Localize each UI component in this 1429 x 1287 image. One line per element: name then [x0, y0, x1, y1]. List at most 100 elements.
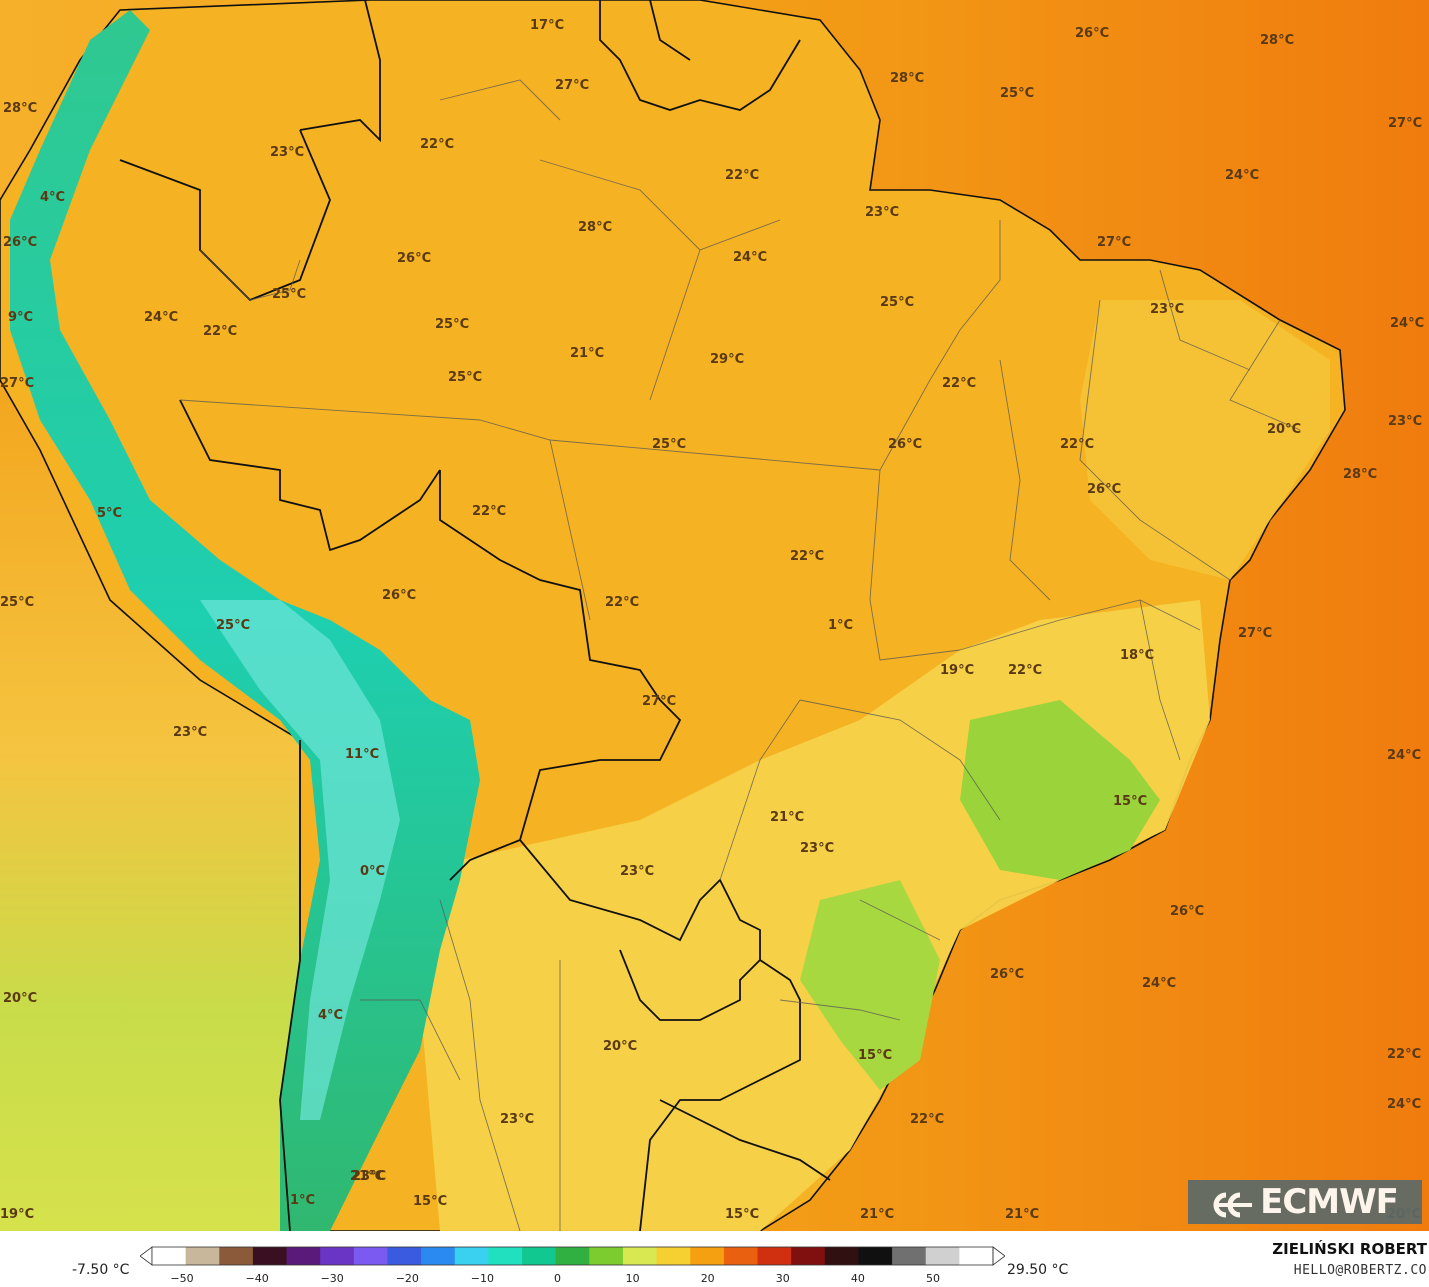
temperature-label: 24°C [144, 310, 178, 325]
temperature-label: 23°C [1150, 302, 1184, 317]
map-canvas: 17°C 27°C 28°C 28°C 25°C 26°C 27°C 28°C 22°C 23°C… [0, 0, 1429, 1231]
temperature-label: 21°C [860, 1207, 894, 1222]
legend-tick-label: 0 [554, 1272, 561, 1285]
temperature-label: 19°C [0, 1207, 34, 1222]
legend-color-swatch [320, 1247, 355, 1265]
temperature-map: 17°C 27°C 28°C 28°C 25°C 26°C 27°C 28°C 22°C 23°C… [0, 0, 1429, 1231]
temperature-label: 19°C [940, 663, 974, 678]
legend-tick-label: −40 [245, 1272, 269, 1285]
legend-tick-label: −10 [470, 1272, 494, 1285]
temperature-label: 15°C [413, 1194, 447, 1209]
temperature-label: 23°C [270, 145, 304, 160]
legend-color-swatch [791, 1247, 826, 1265]
temperature-label: 24°C [1387, 1097, 1421, 1112]
legend-color-swatch [219, 1247, 254, 1265]
temperature-label: 1°C [828, 618, 853, 633]
color-legend: -7.50 °C −50 −40 −30 −20 −10 0 10 20 30 40 50 29.5… [0, 1232, 1429, 1287]
temperature-label: 23°C [1388, 414, 1422, 429]
temperature-label: 22°C [1387, 1047, 1421, 1062]
temperature-label: 26°C [1087, 482, 1121, 497]
legend-color-swatch [723, 1247, 759, 1265]
temperature-label: 23°C [800, 841, 834, 856]
south-cool-zone [800, 880, 940, 1090]
temperature-label: 4°C [40, 190, 65, 205]
ecmwf-logo-text: ECMWF [1260, 1182, 1399, 1222]
temperature-label: 22°C [910, 1112, 944, 1127]
temperature-label: 5°C [97, 506, 122, 521]
legend-color-swatch [555, 1247, 590, 1265]
temperature-label: 23°C [500, 1112, 534, 1127]
temperature-label: 26°C [382, 588, 416, 603]
state-borders [179, 79, 1301, 1231]
temperature-label: 27°C [0, 376, 34, 391]
temperature-label: 28°C [578, 220, 612, 235]
temperature-label: 25°C [0, 595, 34, 610]
author-name: ZIELIŃSKI ROBERT [1272, 1240, 1427, 1258]
temperature-label: 15°C [858, 1048, 892, 1063]
legend-arrow-left [140, 1246, 153, 1266]
temperature-label: 25°C [272, 287, 306, 302]
author-email: HELLO@ROBERTZ.CO [1293, 1263, 1427, 1278]
temperature-label: 22°C [203, 324, 237, 339]
legend-color-swatch [252, 1247, 288, 1265]
temperature-label: 22°C [1060, 437, 1094, 452]
northeast-mild-zone [1080, 300, 1330, 580]
temperature-label: 20°C [3, 991, 37, 1006]
legend-min-label: -7.50 °C [72, 1262, 130, 1278]
temperature-label: 24°C [1390, 316, 1424, 331]
temperature-label: 28°C [1260, 33, 1294, 48]
legend-color-swatch [656, 1247, 691, 1265]
legend-color-swatch [185, 1247, 220, 1265]
temperature-label: 26°C [1170, 904, 1204, 919]
legend-color-swatch [589, 1247, 624, 1265]
temperature-label: 27°C [555, 78, 589, 93]
legend-color-swatch [824, 1247, 859, 1265]
temperature-label: 22°C [942, 376, 976, 391]
temperature-label: 11°C [345, 747, 379, 762]
temperature-label: 21°C [770, 810, 804, 825]
temperature-label: 23°C [620, 864, 654, 879]
legend-color-swatch [152, 1247, 187, 1265]
temperature-label: 25°C [880, 295, 914, 310]
legend-color-swatch [353, 1247, 388, 1265]
temperature-label: 22°C [605, 595, 639, 610]
legend-color-swatch [622, 1247, 658, 1265]
temperature-label: 25°C [216, 618, 250, 633]
temperature-label: 27°C [642, 694, 676, 709]
legend-color-swatch [522, 1247, 557, 1265]
legend-tick-label: −30 [320, 1272, 344, 1285]
legend-max-label: 29.50 °C [1007, 1262, 1069, 1278]
temperature-label: 28°C [1343, 467, 1377, 482]
temperature-label: 22°C [790, 549, 824, 564]
temperature-label: 0°C [360, 864, 385, 879]
temperature-label: 26°C [990, 967, 1024, 982]
temperature-labels: 17°C 27°C 28°C 28°C 25°C 26°C 27°C 28°C 22°C 23°C… [0, 18, 1424, 1222]
temperature-label: 28°C [890, 71, 924, 86]
legend-color-swatch [757, 1247, 792, 1265]
temperature-label: 18°C [1120, 648, 1154, 663]
temperature-label: 22°C [420, 137, 454, 152]
temperature-label: 23°C [173, 725, 207, 740]
temperature-label: 23°C [352, 1169, 386, 1184]
temperature-label: 25°C [652, 437, 686, 452]
temperature-label: 24°C [1387, 748, 1421, 763]
temperature-label: 26°C [397, 251, 431, 266]
legend-tick-label: 10 [625, 1272, 640, 1285]
temperature-label: 27°C [1388, 116, 1422, 131]
temperature-label: 9°C [8, 310, 33, 325]
legend-color-swatch [286, 1247, 321, 1265]
legend-color-swatch [454, 1247, 489, 1265]
temperature-label: 24°C [1225, 168, 1259, 183]
temperature-label: 4°C [318, 1008, 343, 1023]
legend-color-swatch [892, 1247, 927, 1265]
southeast-cool-zone [960, 700, 1160, 880]
legend-tick-label: −20 [395, 1272, 419, 1285]
legend-color-swatch [690, 1247, 725, 1265]
temperature-label: 29°C [710, 352, 744, 367]
temperature-label: 25°C [435, 317, 469, 332]
temperature-label: 20°C [603, 1039, 637, 1054]
temperature-label: 22°C [472, 504, 506, 519]
legend-color-bar [140, 1246, 1005, 1266]
legend-tick-label: 20 [700, 1272, 715, 1285]
temperature-label: 17°C [530, 18, 564, 33]
